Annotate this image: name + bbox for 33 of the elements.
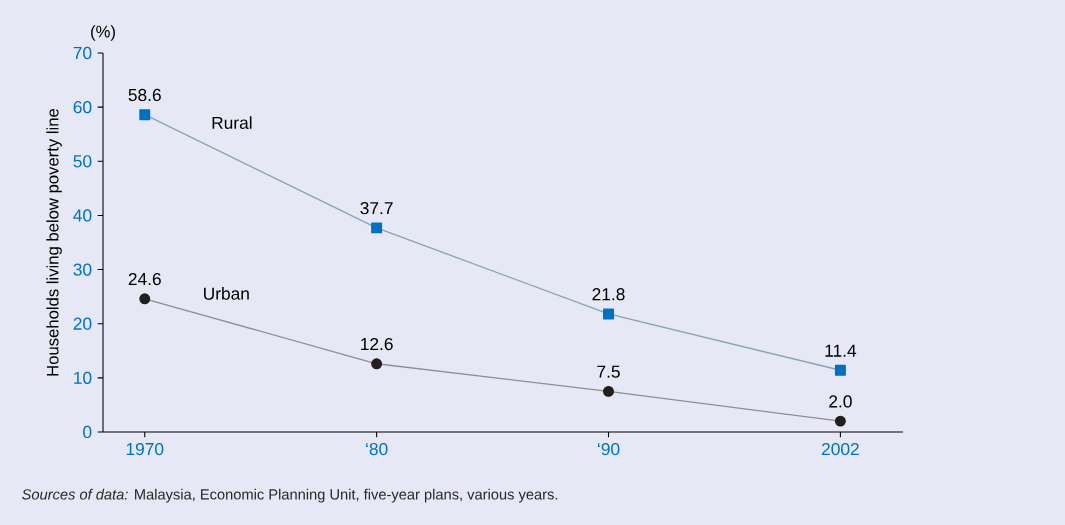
point (371, 222, 383, 234)
data-label: 58.6 (128, 88, 161, 102)
y-axis-title: Households living below poverty line (46, 108, 62, 376)
point (139, 109, 151, 121)
text: (%) (91, 25, 115, 41)
x-tick-label: 1970 (126, 442, 164, 456)
data-label: 2.0 (829, 395, 852, 408)
series-label: Rural (212, 116, 252, 129)
y-tick-label: 40 (73, 209, 92, 222)
y-tick-label: 0 (83, 425, 92, 439)
point (603, 308, 614, 320)
y-tick-label: 20 (73, 317, 92, 330)
data-label: 11.4 (825, 344, 857, 357)
point (371, 358, 383, 370)
data-label: 24.6 (128, 272, 161, 286)
data-label: 37.7 (360, 202, 393, 215)
y-tick-label: 60 (73, 101, 92, 114)
y-tick-label: 10 (74, 371, 92, 384)
x-tick-label: 2002 (821, 442, 859, 456)
x-tick-label: ‘80 (366, 442, 388, 456)
data-label: 7.5 (597, 365, 620, 378)
point (603, 385, 614, 397)
text: Sources of data: Malaysia, Economic Planning Unit, five-year plans, various years. (22, 488, 558, 503)
y-tick-label: 70 (73, 46, 92, 60)
series-label: Urban (204, 287, 249, 300)
y-tick-label: 50 (73, 155, 92, 168)
y-tick-label: 30 (73, 263, 92, 276)
data-label: 21.8 (592, 288, 625, 301)
data-label: 12.6 (361, 337, 393, 351)
point (139, 293, 151, 305)
point (834, 364, 846, 376)
point (834, 415, 846, 427)
x-tick-label: ‘90 (598, 442, 620, 456)
